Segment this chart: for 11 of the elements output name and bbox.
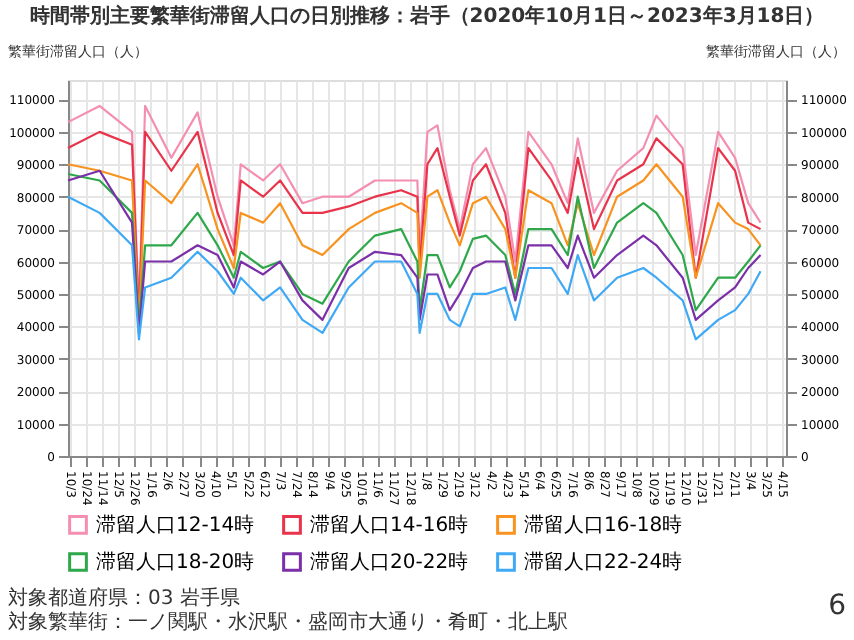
legend-label: 滞留人口20-22時 — [310, 550, 469, 574]
legend-label: 滞留人口12-14時 — [96, 512, 255, 537]
legend-label: 滞留人口16-18時 — [524, 512, 683, 537]
line-series — [66, 195, 762, 341]
legend-label: 滞留人口22-24時 — [524, 550, 683, 574]
text: 対象都道府県：03 岩手県 — [8, 586, 240, 610]
legend-label: 滞留人口14-16時 — [310, 512, 469, 537]
chart-title: 時間帯別主要繁華街滞留人口の日別推移：岩手（2020年10月1日～2023年3月18日） — [29, 4, 825, 28]
text: 6 — [828, 590, 847, 622]
text: 対象繁華街：一ノ関駅・水沢駅・盛岡市大通り・肴町・北上駅 — [8, 610, 568, 634]
legend-label: 滞留人口18-20時 — [96, 550, 255, 574]
